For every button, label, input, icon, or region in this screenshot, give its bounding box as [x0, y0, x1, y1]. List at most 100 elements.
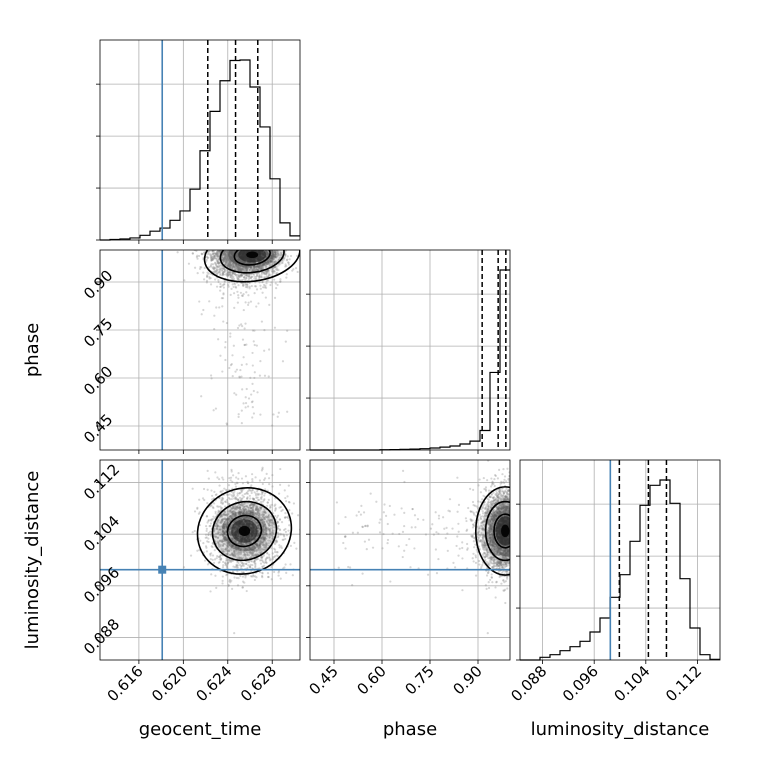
sample-point — [191, 487, 194, 490]
sample-point — [273, 326, 277, 329]
sample-point — [221, 284, 224, 287]
sample-point — [251, 329, 255, 332]
sample-point — [228, 262, 231, 265]
sample-point — [237, 252, 240, 256]
sample-point — [231, 587, 234, 590]
sample-point — [270, 257, 273, 260]
sample-point — [203, 266, 206, 270]
sample-point — [222, 258, 225, 261]
sample-point — [249, 258, 253, 261]
sample-point — [237, 276, 240, 279]
sample-point — [256, 493, 260, 497]
sample-point — [269, 260, 273, 263]
sample-point — [229, 364, 233, 367]
sample-point — [250, 259, 254, 262]
sample-point — [253, 261, 256, 264]
sample-point — [252, 525, 255, 529]
sample-point — [237, 477, 240, 480]
sample-point — [278, 544, 281, 547]
sample-point — [222, 293, 225, 296]
sample-point — [247, 277, 251, 280]
sample-point — [205, 529, 208, 533]
sample-point — [246, 286, 249, 289]
sample-point — [265, 253, 269, 256]
sample-point — [262, 251, 266, 255]
sample-point — [252, 267, 255, 270]
sample-point — [235, 264, 238, 267]
sample-point — [242, 259, 245, 263]
sample-point — [220, 502, 223, 505]
sample-point — [230, 517, 233, 520]
sample-point — [255, 265, 258, 268]
sample-point — [227, 258, 230, 261]
sample-point — [235, 264, 238, 267]
sample-point — [256, 259, 259, 262]
sample-point — [278, 256, 281, 259]
sample-point — [229, 260, 232, 263]
sample-point — [284, 265, 287, 268]
sample-point — [212, 252, 215, 255]
sample-point — [229, 250, 232, 253]
sample-point — [231, 547, 234, 550]
sample-point — [240, 264, 244, 268]
sample-point — [226, 254, 229, 257]
sample-point — [253, 258, 257, 261]
sample-point — [243, 268, 246, 272]
sample-point — [233, 261, 236, 265]
sample-point — [248, 546, 251, 550]
sample-point — [286, 515, 289, 519]
sample-point — [389, 580, 392, 583]
sample-point — [246, 481, 250, 484]
sample-point — [251, 480, 254, 483]
sample-point — [254, 277, 257, 281]
sample-point — [258, 258, 261, 261]
sample-point — [206, 256, 209, 259]
sample-point — [265, 263, 268, 266]
sample-point — [249, 497, 252, 500]
sample-point — [213, 257, 217, 260]
y-tick-label: 0.90 — [80, 266, 116, 302]
sample-point — [260, 252, 263, 255]
sample-point — [249, 563, 252, 566]
sample-point — [261, 291, 264, 294]
sample-point — [229, 255, 232, 258]
sample-point — [233, 507, 236, 510]
sample-point — [243, 251, 246, 254]
sample-point — [264, 296, 267, 299]
sample-point — [245, 256, 249, 259]
sample-point — [220, 269, 223, 272]
sample-point — [240, 264, 244, 267]
sample-point — [247, 250, 250, 253]
sample-point — [273, 255, 276, 258]
sample-point — [216, 260, 219, 263]
sample-point — [240, 571, 243, 574]
sample-point — [223, 538, 226, 541]
sample-point — [236, 265, 239, 268]
sample-point — [242, 284, 245, 287]
sample-point — [240, 256, 243, 259]
sample-point — [254, 563, 257, 566]
sample-point — [248, 489, 252, 492]
sample-point — [250, 489, 253, 492]
sample-point — [222, 273, 225, 276]
sample-point — [242, 250, 245, 252]
frame-luminosity_distance — [519, 459, 721, 661]
sample-point — [257, 258, 260, 261]
sample-point — [261, 280, 264, 284]
sample-point — [239, 256, 243, 259]
sample-point — [280, 546, 283, 550]
sample-point — [242, 282, 245, 285]
sample-point — [227, 250, 231, 254]
sample-point — [251, 534, 254, 537]
sample-point — [207, 272, 210, 275]
sample-point — [271, 424, 274, 427]
sample-point — [215, 265, 219, 268]
sample-point — [245, 291, 248, 294]
sample-point — [243, 259, 247, 262]
sample-point — [229, 275, 232, 279]
sample-point — [253, 266, 256, 269]
sample-point — [252, 261, 255, 264]
sample-point — [258, 250, 261, 252]
sample-point — [263, 254, 266, 257]
sample-point — [218, 528, 221, 531]
